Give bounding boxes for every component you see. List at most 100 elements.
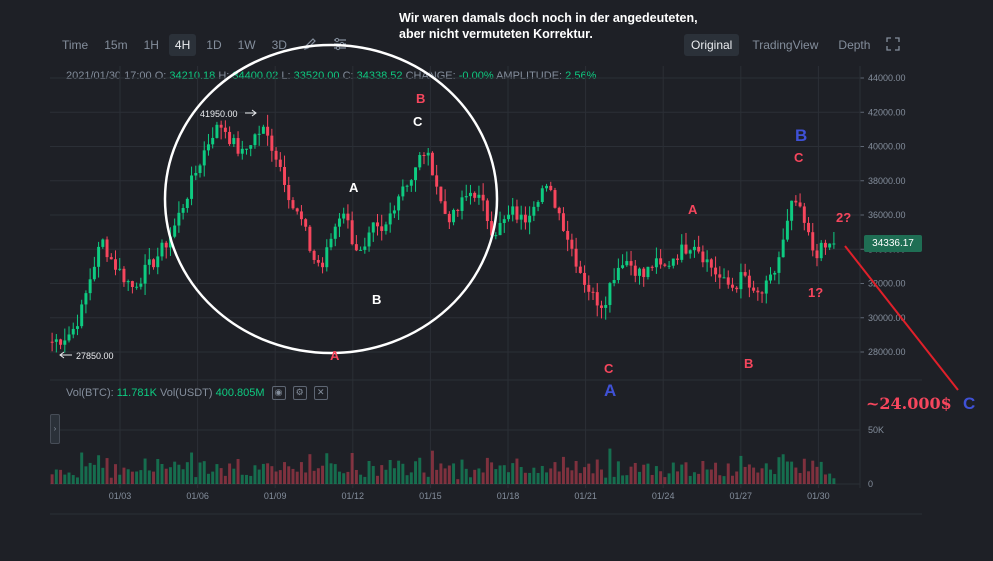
candle [371, 222, 375, 242]
volume-bar [684, 462, 688, 484]
candle-body [287, 184, 291, 201]
candle-body [316, 259, 320, 263]
candle [143, 254, 147, 295]
candle [75, 314, 79, 336]
candle-body [114, 259, 117, 270]
candle-body [815, 250, 819, 259]
volume-bar [726, 463, 730, 484]
volume-bar [769, 469, 772, 484]
interval-3d[interactable]: 3D [271, 38, 287, 52]
volume-bar [257, 469, 261, 484]
candle-body [130, 281, 134, 287]
time-tick-label: 01/15 [419, 491, 442, 501]
candle [337, 213, 341, 238]
volume-bar [59, 469, 63, 484]
candle [135, 282, 139, 290]
volume-bar [545, 472, 549, 484]
candle-body [261, 126, 265, 134]
candle-body [278, 159, 282, 167]
volume-bar [346, 471, 350, 484]
candle [223, 120, 227, 139]
wave-label-2: 2? [836, 210, 852, 225]
settings-icon[interactable]: ⚙ [292, 386, 307, 400]
volume-bar [249, 475, 253, 484]
candle [507, 205, 510, 222]
vol-usdt-value: 400.805M [215, 386, 265, 399]
candle [164, 240, 168, 259]
volume-bar [616, 461, 620, 484]
price-target: ~24.000$ [866, 394, 952, 413]
candle-body [236, 138, 240, 154]
volume-bar [523, 472, 527, 484]
candle [570, 233, 574, 257]
candle-body [63, 340, 67, 345]
price-tick-label: 40000.00 [868, 142, 906, 152]
candle [697, 235, 701, 254]
current-price-tag: 34336.17 [864, 235, 922, 252]
volume-bar [604, 477, 608, 484]
volume-bar [333, 464, 337, 484]
volume-bar [359, 474, 363, 484]
volume-bar [405, 475, 409, 484]
volume-bar [316, 468, 320, 484]
candle-body [388, 213, 392, 225]
ohlc-open-label: O: [154, 70, 167, 82]
candle [295, 207, 299, 215]
ohlc-high-label: H: [218, 70, 230, 82]
candle [608, 281, 612, 313]
candle [316, 255, 320, 267]
candle [452, 208, 456, 226]
candle-body [185, 198, 189, 209]
candle [228, 126, 232, 146]
candle-body [147, 259, 151, 265]
time-tick-label: 01/24 [652, 491, 675, 501]
close-icon[interactable]: ✕ [313, 386, 328, 400]
volume-bar [625, 475, 629, 484]
volume-bar [245, 474, 248, 484]
candle-body [135, 286, 139, 288]
volume-bar [270, 466, 274, 484]
ohlc-low-label: L: [281, 70, 291, 82]
view-depth[interactable]: Depth [838, 38, 871, 52]
candle-body [223, 127, 227, 132]
fullscreen-icon[interactable] [879, 33, 907, 58]
volume-bar [692, 472, 696, 484]
candle [646, 266, 650, 280]
interval-15m[interactable]: 15m [104, 38, 128, 52]
volume-bar [473, 469, 477, 484]
interval-1w[interactable]: 1W [237, 38, 256, 52]
candle-body [680, 244, 684, 260]
candle [109, 253, 113, 260]
side-panel-toggle[interactable]: › [50, 414, 60, 444]
volume-bar [80, 452, 84, 484]
time-label[interactable]: Time [62, 38, 89, 52]
candle-body [692, 246, 696, 251]
candle-body [549, 185, 553, 191]
volume-bar [464, 468, 468, 484]
candle-body [561, 213, 565, 231]
volume-bar [266, 463, 270, 484]
interval-1h[interactable]: 1H [143, 38, 159, 52]
candle [578, 260, 582, 274]
volume-bar [680, 464, 684, 484]
view-tradingview[interactable]: TradingView [752, 38, 819, 52]
eye-icon[interactable]: ◉ [271, 386, 286, 400]
volume-bar [654, 466, 658, 484]
volume-bar [54, 469, 58, 484]
volume-bar [638, 471, 641, 484]
volume-bar [629, 466, 633, 484]
interval-1d[interactable]: 1D [206, 38, 222, 52]
candle [71, 322, 75, 339]
candle [726, 270, 730, 289]
ohlc-amplitude: 2.56% [565, 70, 597, 82]
interval-4h[interactable]: 4H [168, 34, 197, 56]
candle [663, 263, 667, 268]
candle [828, 243, 832, 251]
candle-body [625, 261, 629, 266]
view-original[interactable]: Original [684, 34, 740, 56]
candle-body [59, 339, 63, 345]
volume-bar [735, 471, 739, 484]
candle-body [764, 280, 768, 294]
volume-bar [295, 471, 299, 484]
